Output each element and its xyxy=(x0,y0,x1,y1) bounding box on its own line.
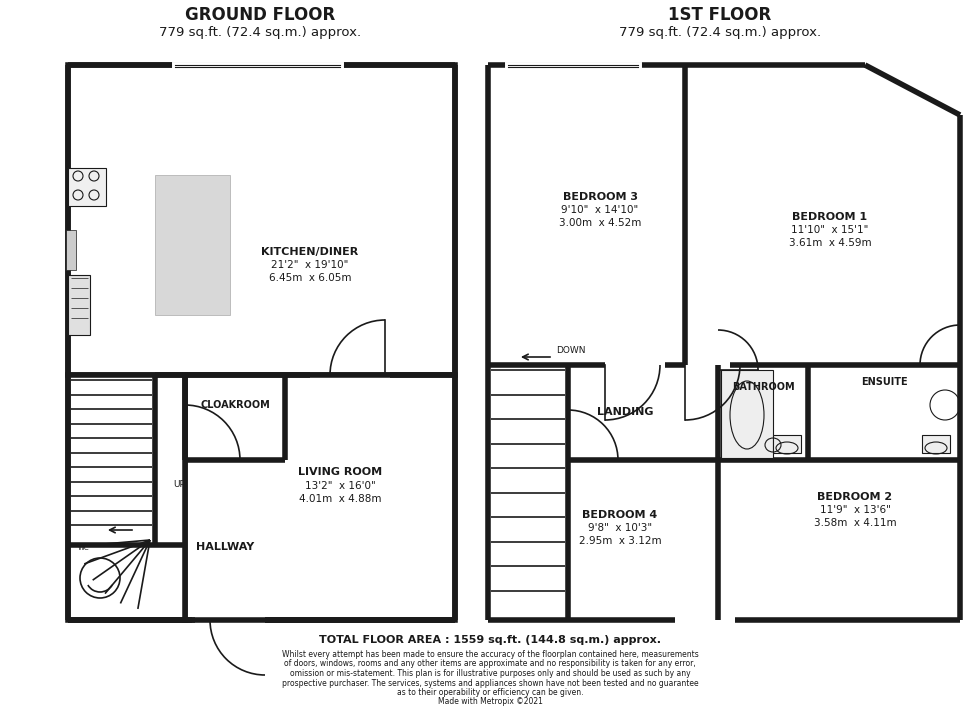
Text: TOTAL FLOOR AREA : 1559 sq.ft. (144.8 sq.m.) approx.: TOTAL FLOOR AREA : 1559 sq.ft. (144.8 sq… xyxy=(319,635,661,645)
Text: HALLWAY: HALLWAY xyxy=(196,542,254,552)
Text: Made with Metropix ©2021: Made with Metropix ©2021 xyxy=(437,698,543,706)
Text: ENSUITE: ENSUITE xyxy=(860,377,907,387)
Text: 21'2"  x 19'10": 21'2" x 19'10" xyxy=(271,260,349,270)
Bar xyxy=(922,435,950,453)
Text: omission or mis-statement. This plan is for illustrative purposes only and shoul: omission or mis-statement. This plan is … xyxy=(290,669,690,678)
Text: prospective purchaser. The services, systems and appliances shown have not been : prospective purchaser. The services, sys… xyxy=(281,679,699,688)
Text: 779 sq.ft. (72.4 sq.m.) approx.: 779 sq.ft. (72.4 sq.m.) approx. xyxy=(159,26,361,39)
Text: 2.95m  x 3.12m: 2.95m x 3.12m xyxy=(578,536,662,546)
Text: GROUND FLOOR: GROUND FLOOR xyxy=(185,6,335,24)
Bar xyxy=(66,230,76,270)
Bar xyxy=(185,375,455,620)
Text: 9'10"  x 14'10": 9'10" x 14'10" xyxy=(562,205,639,215)
Text: BEDROOM 3: BEDROOM 3 xyxy=(563,192,638,202)
Text: BATHROOM: BATHROOM xyxy=(732,382,795,392)
Bar xyxy=(68,375,185,620)
Text: WC: WC xyxy=(78,545,89,551)
Text: KITCHEN/DINER: KITCHEN/DINER xyxy=(262,247,359,257)
Text: 13'2"  x 16'0": 13'2" x 16'0" xyxy=(305,481,375,491)
Bar xyxy=(68,65,455,375)
Text: CLOAKROOM: CLOAKROOM xyxy=(200,400,270,410)
Text: LIVING ROOM: LIVING ROOM xyxy=(298,467,382,477)
Text: 11'9"  x 13'6": 11'9" x 13'6" xyxy=(819,505,891,515)
Bar xyxy=(155,175,230,315)
Text: as to their operability or efficiency can be given.: as to their operability or efficiency ca… xyxy=(397,688,583,697)
Text: LANDING: LANDING xyxy=(597,407,654,417)
Text: Whilst every attempt has been made to ensure the accuracy of the floorplan conta: Whilst every attempt has been made to en… xyxy=(281,650,699,659)
Text: 4.01m  x 4.88m: 4.01m x 4.88m xyxy=(299,494,381,504)
Text: 779 sq.ft. (72.4 sq.m.) approx.: 779 sq.ft. (72.4 sq.m.) approx. xyxy=(619,26,821,39)
Bar xyxy=(773,435,801,453)
Text: 11'10"  x 15'1": 11'10" x 15'1" xyxy=(791,225,868,235)
Text: 3.00m  x 4.52m: 3.00m x 4.52m xyxy=(559,218,641,228)
Text: BEDROOM 2: BEDROOM 2 xyxy=(817,492,893,502)
Bar xyxy=(721,370,773,458)
Bar xyxy=(68,168,106,206)
Text: DOWN: DOWN xyxy=(556,346,585,355)
Text: 3.61m  x 4.59m: 3.61m x 4.59m xyxy=(789,238,871,248)
Text: BEDROOM 4: BEDROOM 4 xyxy=(582,510,658,520)
Text: UP: UP xyxy=(173,480,185,489)
Text: of doors, windows, rooms and any other items are approximate and no responsibili: of doors, windows, rooms and any other i… xyxy=(284,659,696,669)
Text: BEDROOM 1: BEDROOM 1 xyxy=(793,212,867,222)
Text: 3.58m  x 4.11m: 3.58m x 4.11m xyxy=(813,518,897,528)
Text: 9'8"  x 10'3": 9'8" x 10'3" xyxy=(588,523,652,533)
Text: 6.45m  x 6.05m: 6.45m x 6.05m xyxy=(269,273,351,283)
Bar xyxy=(68,275,90,335)
Text: 1ST FLOOR: 1ST FLOOR xyxy=(668,6,771,24)
